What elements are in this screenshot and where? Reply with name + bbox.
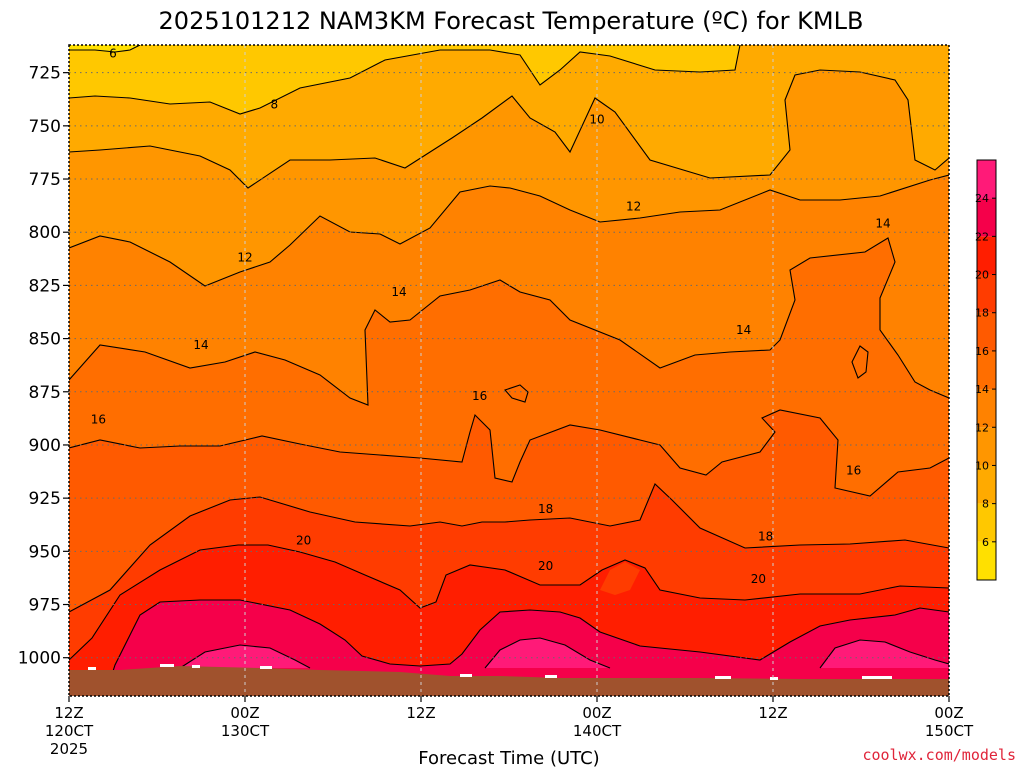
y-tick-label-825: 825 xyxy=(29,276,61,296)
colorbar-label-8: 8 xyxy=(982,498,989,511)
contour-label-8: 8 xyxy=(271,98,279,112)
colorbar-label-14: 14 xyxy=(975,383,989,396)
contour-label-14: 14 xyxy=(391,285,406,299)
colorbar-label-12: 12 xyxy=(975,421,989,434)
contour-label-16: 16 xyxy=(472,389,487,403)
colorbar-swatch-6 xyxy=(977,503,996,542)
contour-label-10: 10 xyxy=(589,112,604,126)
contour-line-24b xyxy=(484,637,611,669)
contour-label-12: 12 xyxy=(237,251,252,265)
contour-label-14: 14 xyxy=(875,217,890,231)
x-tick-date-0: 120CT xyxy=(45,722,94,740)
y-tick-label-900: 900 xyxy=(29,436,61,456)
colorbar-frame xyxy=(976,159,997,581)
colorbar-swatch-4 xyxy=(977,541,996,580)
contour-label-20: 20 xyxy=(538,559,553,573)
contour-label-16: 16 xyxy=(91,412,106,426)
contour-line-6 xyxy=(69,45,141,53)
colorbar-label-18: 18 xyxy=(975,307,989,320)
contour-label-18: 18 xyxy=(758,529,773,543)
x-axis-title: Forecast Time (UTC) xyxy=(418,748,599,768)
contour-labels: 6 8 10 12 12 14 14 14 14 16 16 16 18 18 20 20 20 xyxy=(91,47,891,586)
band-6-8 xyxy=(69,45,740,114)
x-tick-time-1: 00Z xyxy=(230,704,259,722)
band-4-6 xyxy=(69,45,140,52)
x-tick-time-4: 12Z xyxy=(758,704,787,722)
contour-label-14: 14 xyxy=(736,323,751,337)
x-tick-time-3: 00Z xyxy=(582,704,611,722)
y-tick-label-800: 800 xyxy=(29,223,61,243)
colorbar-swatch-16 xyxy=(977,312,996,351)
grid-lines xyxy=(69,45,949,696)
contour-label-20: 20 xyxy=(751,572,766,586)
contour-line-24c xyxy=(819,639,949,669)
x-tick-date-5: 150CT xyxy=(925,722,974,740)
y-axis: 725 750 775 800 825 850 875 900 925 950 975 1000 xyxy=(18,64,69,669)
band-18-bulge xyxy=(600,562,640,595)
y-tick-label-975: 975 xyxy=(29,596,61,616)
y-tick-label-775: 775 xyxy=(29,170,61,190)
plot-area: 6 8 10 12 12 14 14 14 14 16 16 16 18 18 20 20 20 xyxy=(69,45,949,696)
credit-link[interactable]: coolwx.com/models xyxy=(862,746,1016,764)
y-tick-label-950: 950 xyxy=(29,542,61,562)
colorbar-swatch-10 xyxy=(977,427,996,466)
contour-line-20 xyxy=(69,544,949,661)
y-tick-label-750: 750 xyxy=(29,117,61,137)
contour-label-14: 14 xyxy=(193,338,208,352)
y-tick-label-1000: 1000 xyxy=(18,649,61,669)
band-24-26 xyxy=(180,638,949,668)
colorbar-swatch-8 xyxy=(977,465,996,504)
contour-line-8 xyxy=(69,45,741,115)
contour-label-16: 16 xyxy=(846,463,861,477)
contour-line-14-island xyxy=(851,345,869,379)
x-tick-time-2: 12Z xyxy=(406,704,435,722)
colorbar-swatch-18 xyxy=(977,274,996,313)
y-tick-label-850: 850 xyxy=(29,330,61,350)
contour-label-6: 6 xyxy=(109,47,117,61)
chart-title: 2025101212 NAM3KM Forecast Temperature (… xyxy=(159,7,864,35)
contour-line-22 xyxy=(104,599,949,696)
colorbar-label-10: 10 xyxy=(975,459,989,472)
x-tick-time-5: 00Z xyxy=(934,704,963,722)
contour-label-12: 12 xyxy=(626,200,641,214)
colorbar-swatch-22 xyxy=(977,198,996,237)
colorbar-swatch-24 xyxy=(977,160,996,199)
contour-line-16 xyxy=(69,409,949,497)
colorbar-swatch-14 xyxy=(977,350,996,390)
x-tick-date-3: 140CT xyxy=(573,722,622,740)
contour-line-10 xyxy=(69,69,949,189)
colorbar-label-16: 16 xyxy=(975,345,989,358)
x-tick-time-0: 12Z xyxy=(54,704,83,722)
contour-line-24a xyxy=(179,644,311,669)
x-tick-date-1: 130CT xyxy=(221,722,270,740)
x-tick-year-0: 2025 xyxy=(50,740,88,758)
contour-line-14 xyxy=(69,237,949,406)
colorbar-label-22: 22 xyxy=(975,230,989,243)
surface-terrain xyxy=(69,666,949,696)
colorbar-label-6: 6 xyxy=(982,536,989,549)
colorbar-label-20: 20 xyxy=(975,269,989,282)
colorbar-swatch-12 xyxy=(977,389,996,428)
contour-label-20: 20 xyxy=(296,534,311,548)
contour-line-16-island xyxy=(504,384,529,403)
colorbar: 6 8 10 12 14 16 18 20 22 24 xyxy=(975,159,997,581)
plot-frame xyxy=(68,44,950,697)
surface-markers xyxy=(88,664,892,680)
contour-line-12 xyxy=(69,174,949,287)
contour-line-18 xyxy=(69,483,949,613)
contour-label-18: 18 xyxy=(538,502,553,516)
colorbar-swatch-20 xyxy=(977,236,996,275)
y-tick-label-875: 875 xyxy=(29,383,61,403)
colorbar-label-24: 24 xyxy=(975,192,989,205)
y-tick-label-925: 925 xyxy=(29,489,61,509)
y-tick-label-725: 725 xyxy=(29,64,61,84)
